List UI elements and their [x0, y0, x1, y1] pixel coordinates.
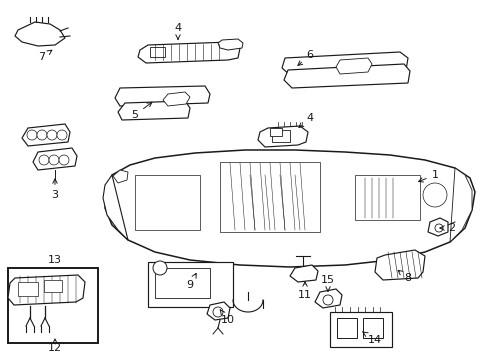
Text: 5: 5 [131, 102, 152, 120]
Circle shape [37, 130, 47, 140]
Circle shape [49, 155, 59, 165]
Text: 7: 7 [39, 50, 52, 62]
Polygon shape [284, 64, 409, 88]
Polygon shape [105, 150, 474, 267]
Polygon shape [15, 22, 65, 46]
Text: 13: 13 [48, 255, 62, 265]
Text: 10: 10 [220, 310, 235, 325]
Polygon shape [206, 302, 229, 320]
Text: 12: 12 [48, 339, 62, 353]
Bar [362, 318, 382, 338]
Polygon shape [282, 52, 407, 75]
Polygon shape [335, 58, 371, 74]
Circle shape [57, 130, 67, 140]
Text: 9: 9 [186, 273, 196, 290]
Polygon shape [118, 101, 190, 120]
Bar [150, 47, 164, 57]
Bar [329, 312, 391, 347]
Polygon shape [314, 289, 341, 308]
Bar [271, 130, 289, 142]
Bar [220, 162, 319, 232]
Bar [336, 318, 356, 338]
Text: 1: 1 [418, 170, 438, 182]
Polygon shape [103, 175, 128, 240]
Circle shape [47, 130, 57, 140]
Bar [44, 280, 62, 292]
Circle shape [39, 155, 49, 165]
Polygon shape [427, 218, 447, 236]
Circle shape [27, 130, 37, 140]
Text: 4: 4 [298, 113, 313, 127]
Polygon shape [22, 124, 70, 146]
Bar [269, 128, 282, 136]
Text: 11: 11 [297, 282, 311, 300]
Circle shape [422, 183, 446, 207]
Text: 15: 15 [320, 275, 334, 291]
Polygon shape [115, 86, 209, 106]
Polygon shape [163, 92, 190, 106]
Text: 2: 2 [439, 223, 455, 233]
Polygon shape [374, 250, 424, 280]
Circle shape [153, 261, 167, 275]
Bar [148, 262, 232, 307]
Text: 14: 14 [362, 332, 381, 345]
Circle shape [59, 155, 69, 165]
Bar [135, 175, 200, 230]
Bar [155, 268, 209, 298]
Circle shape [213, 307, 223, 317]
Polygon shape [113, 170, 128, 183]
Polygon shape [289, 265, 317, 282]
Polygon shape [33, 148, 77, 170]
Polygon shape [218, 39, 243, 50]
Text: 8: 8 [397, 270, 411, 283]
Polygon shape [8, 275, 85, 305]
Bar [354, 175, 419, 220]
Polygon shape [138, 42, 240, 63]
Text: 3: 3 [51, 179, 59, 200]
Text: 4: 4 [174, 23, 181, 39]
Bar [8, 268, 98, 343]
Polygon shape [258, 126, 307, 147]
Circle shape [323, 295, 332, 305]
Bar [18, 282, 38, 296]
Text: 6: 6 [297, 50, 313, 66]
Polygon shape [449, 168, 471, 242]
Circle shape [434, 224, 442, 232]
